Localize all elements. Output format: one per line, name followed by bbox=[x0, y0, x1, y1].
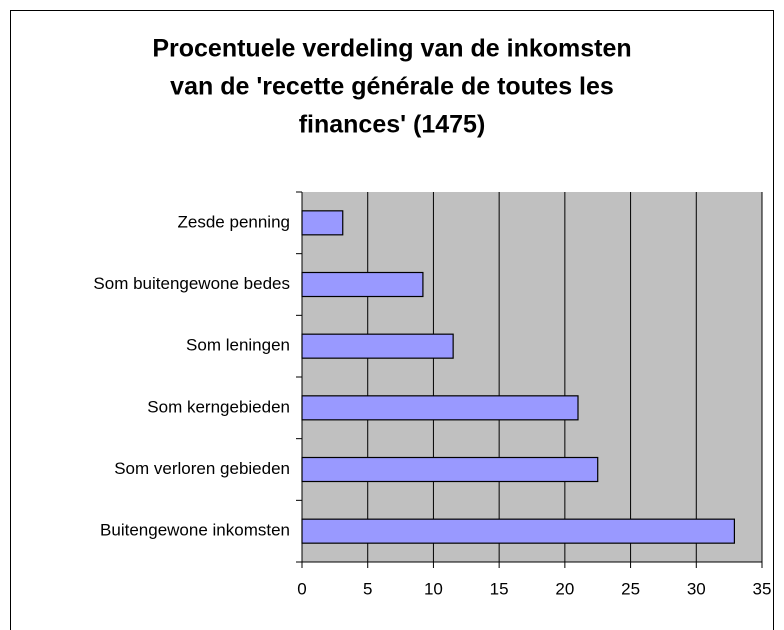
x-tick-label: 10 bbox=[424, 579, 443, 598]
y-tick-label: Zesde penning bbox=[178, 212, 290, 231]
chart-title: van de 'recette générale de toutes les bbox=[170, 73, 614, 101]
bar bbox=[301, 271, 424, 298]
x-tick-label: 35 bbox=[753, 579, 772, 598]
bar bbox=[301, 456, 599, 483]
bar bbox=[301, 333, 454, 359]
bar bbox=[301, 395, 579, 421]
y-tick-label: Buitengewone inkomsten bbox=[100, 521, 290, 540]
x-tick-label: 25 bbox=[621, 579, 640, 598]
y-tick-label: Som verloren gebieden bbox=[114, 459, 290, 478]
bar bbox=[301, 210, 344, 236]
plot-area bbox=[302, 192, 762, 562]
y-tick-label: Som kerngebieden bbox=[147, 397, 290, 416]
y-tick-label: Som leningen bbox=[186, 336, 290, 355]
chart-title: Procentuele verdeling van de inkomsten bbox=[152, 35, 631, 63]
x-tick-label: 30 bbox=[687, 579, 706, 598]
x-tick-label: 0 bbox=[297, 579, 306, 598]
x-tick-label: 5 bbox=[363, 579, 372, 598]
bar bbox=[301, 518, 735, 544]
x-tick-label: 20 bbox=[555, 579, 574, 598]
y-tick-label: Som buitengewone bedes bbox=[93, 274, 290, 293]
x-tick-label: 15 bbox=[490, 579, 509, 598]
chart-title: finances' (1475) bbox=[299, 111, 486, 139]
